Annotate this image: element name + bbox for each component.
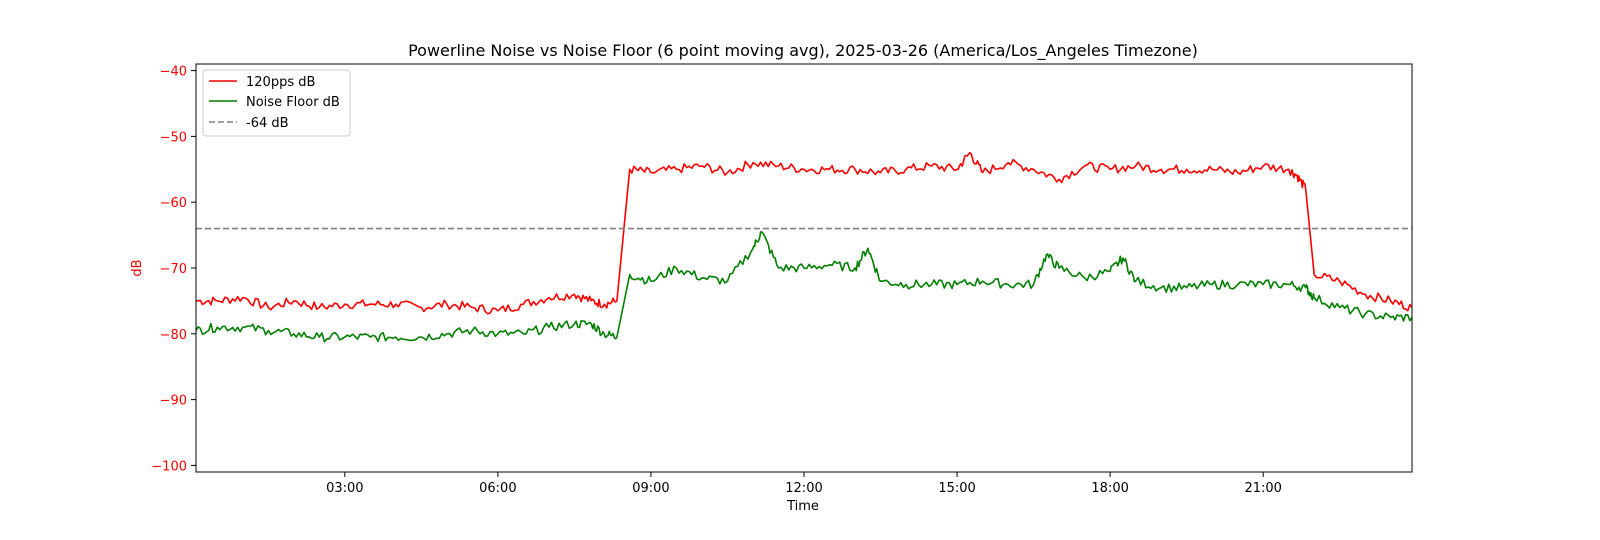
y-tick-label: −60 [160,196,187,211]
x-tick-label: 06:00 [479,481,516,496]
x-tick-label: 09:00 [632,481,669,496]
y-tick-label: −80 [160,328,187,343]
y-axis-label: dB [130,259,145,276]
legend-label-noise-floor: Noise Floor dB [246,95,340,110]
x-axis-ticks: 03:00 06:00 09:00 12:00 15:00 18:00 21:00 [326,472,1282,496]
y-tick-label: −40 [160,65,187,80]
legend: 120pps dB Noise Floor dB -64 dB [202,69,351,137]
legend-label-120pps: 120pps dB [246,75,315,90]
y-tick-label: −100 [151,459,187,474]
y-tick-label: −90 [160,394,187,409]
y-tick-label: −70 [160,262,187,277]
series-layer [195,152,1413,343]
x-axis-label: Time [786,499,819,514]
x-tick-label: 15:00 [938,481,975,496]
chart-title: Powerline Noise vs Noise Floor (6 point … [408,41,1198,61]
series-line-120pps [195,152,1413,315]
y-tick-label: −50 [160,130,187,145]
x-tick-label: 18:00 [1091,481,1128,496]
series-line-noise-floor [195,231,1413,343]
x-tick-label: 12:00 [785,481,822,496]
legend-box [202,69,351,137]
y-axis-ticks: −40 −50 −60 −70 −80 −90 −100 [151,65,196,474]
legend-label-reference: -64 dB [246,116,289,131]
x-tick-label: 03:00 [326,481,363,496]
x-tick-label: 21:00 [1244,481,1281,496]
